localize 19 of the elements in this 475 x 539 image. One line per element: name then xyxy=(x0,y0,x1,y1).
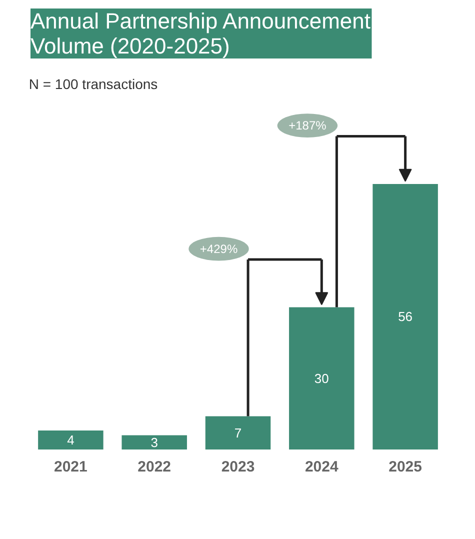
data-label: 4 xyxy=(67,432,74,448)
bar xyxy=(122,435,187,450)
x-tick-label: 2021 xyxy=(54,458,88,476)
bar xyxy=(289,307,354,450)
x-tick-label: 2025 xyxy=(388,458,422,476)
chart-title: Annual Partnership Announcement Volume (2020-2025) xyxy=(30,8,371,58)
data-label: 3 xyxy=(150,434,158,450)
data-label: 7 xyxy=(234,425,242,440)
text: N = 100 transactions xyxy=(28,76,158,92)
data-label: 56 xyxy=(398,309,413,324)
x-tick-label: 2024 xyxy=(304,458,339,476)
x-tick-label: 2022 xyxy=(138,458,172,476)
x-tick-label: 2023 xyxy=(221,458,255,476)
text: +187% xyxy=(288,118,327,133)
bar xyxy=(205,416,271,450)
bar xyxy=(38,430,104,450)
bar xyxy=(372,184,438,450)
annotation: +429% xyxy=(200,242,238,256)
data-label: 30 xyxy=(314,370,329,386)
